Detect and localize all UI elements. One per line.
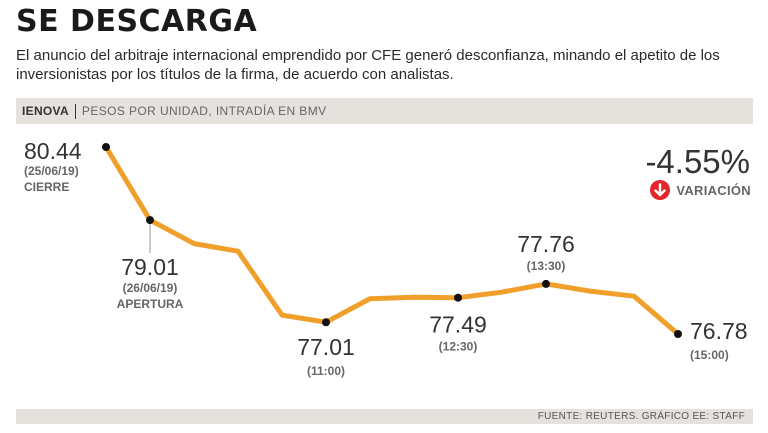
variation-value: -4.55% [645,143,750,180]
units-description: PESOS POR UNIDAD, INTRADÍA EN BMV [81,104,327,118]
data-marker-5 [322,318,330,327]
value-label-10: 77.76 [517,231,575,257]
time-label-8: (12:30) [439,340,478,354]
data-marker-0 [102,143,110,151]
series-line-ienova [103,144,681,337]
variation-label: VARIACIÓN [676,182,751,198]
data-labels: 80.44(25/06/19) CIERRE 79.01(26/06/19) APER… [24,138,748,378]
value-label-0: 80.44 [24,138,82,164]
value-label-1: 79.01 [121,254,179,280]
time-label-10: (13:30) [527,259,566,273]
data-marker-1 [146,216,154,225]
time-label-1: (26/06/19) [123,281,178,295]
source-text: FUENTE: REUTERS. GRÁFICO EE: STAFF [537,411,745,422]
data-marker-10 [542,279,550,288]
chart-title: SE DESCARGA [16,4,258,39]
down-arrow-icon [650,180,671,200]
data-marker-8 [454,293,462,302]
data-marker-13 [674,330,682,338]
value-label-5: 77.01 [297,334,355,360]
variation-label-row: VARIACIÓN [650,180,751,200]
chart-subtitle: El anuncio del arbitraje internacional e… [16,47,720,83]
time-label-13: (15:00) [690,348,729,362]
band-separator [74,103,76,119]
time-label-0: (25/06/19) [24,164,79,178]
data-markers [102,143,682,338]
ticker-label: IENOVA [22,104,69,118]
value-label-8: 77.49 [429,312,487,338]
caption-label-1: APERTURA [117,297,184,311]
time-label-5: (11:00) [307,364,345,378]
header-band: IENOVA PESOS POR UNIDAD, INTRADÍA EN BMV [16,98,753,124]
value-label-13: 76.78 [690,318,748,344]
source-footer: FUENTE: REUTERS. GRÁFICO EE: STAFF [16,409,753,424]
caption-label-0: CIERRE [24,180,69,194]
